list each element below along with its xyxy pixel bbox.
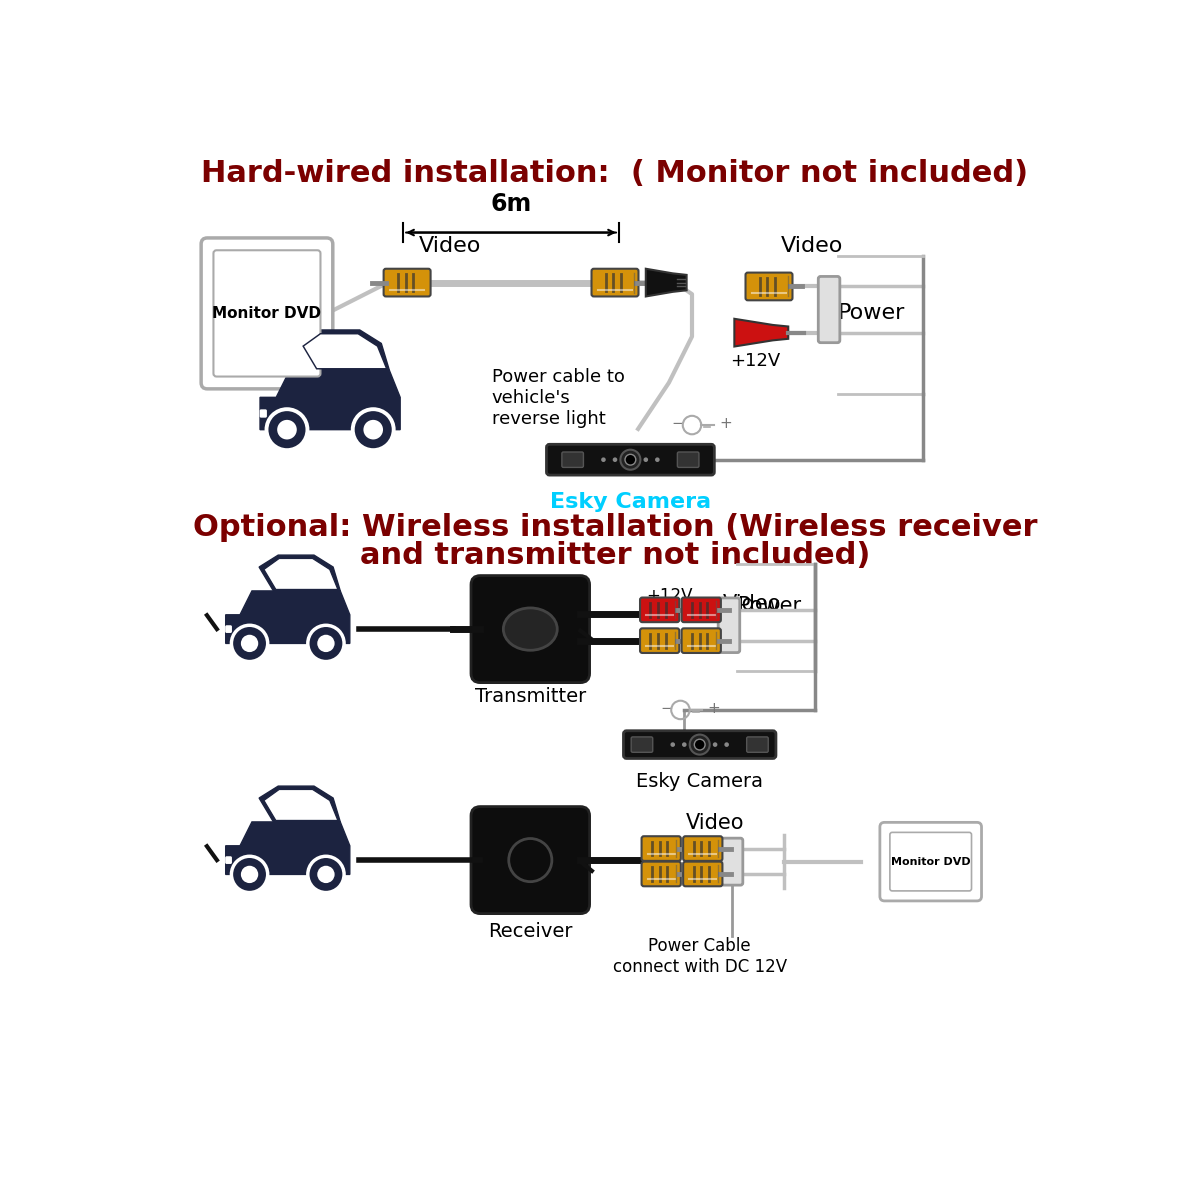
Polygon shape [264,558,338,589]
FancyBboxPatch shape [683,836,722,860]
Text: and transmitter not included): and transmitter not included) [360,541,870,570]
Text: Transmitter: Transmitter [475,686,586,706]
FancyBboxPatch shape [640,598,679,622]
Polygon shape [646,269,686,296]
Text: Esky Camera: Esky Camera [550,492,710,512]
FancyBboxPatch shape [721,838,743,886]
Text: 6m: 6m [491,192,532,216]
Text: Video: Video [780,235,842,256]
Text: Optional: Wireless installation (Wireless receiver: Optional: Wireless installation (Wireles… [193,512,1037,542]
Circle shape [671,743,676,746]
FancyBboxPatch shape [631,737,653,752]
Text: Power: Power [738,596,802,616]
Text: +12V: +12V [730,352,780,370]
Circle shape [655,457,660,462]
Text: +: + [719,416,732,431]
FancyBboxPatch shape [592,269,638,296]
FancyBboxPatch shape [683,862,722,887]
FancyBboxPatch shape [546,444,714,475]
FancyBboxPatch shape [384,269,431,296]
Text: +12V: +12V [646,587,692,605]
Circle shape [601,457,606,462]
Ellipse shape [503,608,557,650]
Text: −: − [660,701,673,716]
Circle shape [266,409,307,450]
Circle shape [613,457,617,462]
Circle shape [725,743,728,746]
Circle shape [317,865,336,884]
Text: Esky Camera: Esky Camera [636,772,763,791]
FancyBboxPatch shape [746,737,768,752]
Text: Video: Video [419,235,481,256]
Polygon shape [304,334,386,368]
Polygon shape [259,556,341,590]
FancyBboxPatch shape [642,836,680,860]
Circle shape [713,743,718,746]
FancyBboxPatch shape [562,452,583,467]
FancyBboxPatch shape [260,410,266,416]
Circle shape [240,634,259,653]
Text: Power cable to
vehicle's
reverse light: Power cable to vehicle's reverse light [492,368,625,428]
Text: Monitor DVD: Monitor DVD [890,857,971,866]
Text: Power Cable
connect with DC 12V: Power Cable connect with DC 12V [613,937,787,976]
Text: −: − [672,416,684,431]
Circle shape [625,455,636,466]
FancyBboxPatch shape [880,822,982,901]
Circle shape [240,865,259,884]
Polygon shape [259,786,341,822]
Text: Video: Video [722,594,781,613]
Circle shape [276,419,298,440]
Polygon shape [226,812,350,875]
Text: Video: Video [686,814,744,833]
FancyBboxPatch shape [472,806,589,913]
Circle shape [643,457,648,462]
FancyBboxPatch shape [640,629,679,653]
FancyBboxPatch shape [624,731,776,758]
Circle shape [308,857,344,893]
FancyBboxPatch shape [745,272,792,300]
Polygon shape [226,581,350,643]
FancyBboxPatch shape [226,857,232,863]
Circle shape [232,625,268,661]
Circle shape [620,450,641,469]
FancyBboxPatch shape [472,576,589,683]
Text: Monitor DVD: Monitor DVD [212,306,322,320]
FancyBboxPatch shape [682,598,721,622]
FancyBboxPatch shape [202,238,332,389]
Text: Hard-wired installation:  ( Monitor not included): Hard-wired installation: ( Monitor not i… [202,158,1028,187]
Circle shape [362,419,384,440]
FancyBboxPatch shape [642,862,680,887]
FancyBboxPatch shape [718,598,739,653]
FancyBboxPatch shape [214,251,320,377]
Circle shape [308,625,344,661]
FancyBboxPatch shape [890,833,972,890]
Circle shape [317,634,336,653]
Text: Power: Power [839,304,906,323]
Text: Receiver: Receiver [488,922,572,941]
Circle shape [690,734,709,755]
Polygon shape [260,360,400,430]
Circle shape [353,409,394,450]
FancyBboxPatch shape [682,629,721,653]
Circle shape [232,857,268,893]
FancyBboxPatch shape [818,276,840,343]
Circle shape [682,743,686,746]
Text: +: + [708,701,720,716]
FancyBboxPatch shape [677,452,698,467]
Polygon shape [298,330,389,371]
Polygon shape [264,790,338,821]
FancyBboxPatch shape [226,626,232,632]
Polygon shape [734,319,788,347]
Circle shape [695,739,706,750]
